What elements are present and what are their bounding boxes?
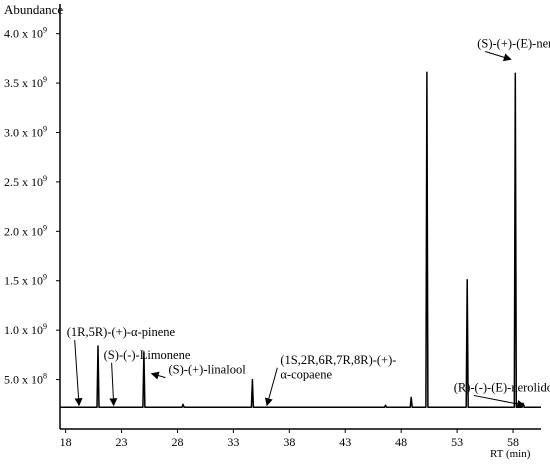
axes — [59, 4, 541, 430]
y-tick-label: 3.0 x 109 — [4, 124, 47, 139]
y-tick-label: 1.0 x 109 — [4, 322, 47, 337]
annotation-arrow — [74, 340, 83, 407]
y-tick-label: 2.0 x 109 — [4, 223, 47, 238]
annotation-arrow — [109, 362, 118, 407]
trace-line — [60, 71, 541, 409]
x-tick-label: 43 — [339, 435, 351, 449]
peak-label: (S)-(+)-linalool — [169, 363, 247, 377]
x-tick-label: 48 — [395, 435, 407, 449]
x-tick-label: 53 — [451, 435, 463, 449]
y-axis-title: Abundance — [4, 2, 63, 17]
x-tick-label: 28 — [171, 435, 183, 449]
x-tick-label: 58 — [507, 435, 519, 449]
annotation-arrow — [150, 371, 166, 380]
peak-annotations: (1R,5R)-(+)-α-pinene(S)-(-)-Limonene(S)-… — [67, 36, 550, 408]
annotation-arrow — [473, 394, 526, 408]
tick-labels: 18 23 28 33 38 43 48 53 58 5.0 x 108 1.0 x 109 1.5 … — [4, 26, 519, 449]
y-tick-label: 5.0 x 108 — [4, 372, 47, 387]
x-tick-label: 23 — [116, 435, 128, 449]
y-tick-label: 1.5 x 109 — [4, 273, 47, 288]
y-tick-label: 2.5 x 109 — [4, 174, 47, 189]
peak-label: (S)-(-)-Limonene — [104, 348, 191, 362]
peak-label: (S)-(+)-(E)-nerolidol — [477, 36, 550, 50]
x-tick-label: 33 — [227, 435, 239, 449]
peak-label: (R)-(-)-(E)-nerolidol — [454, 380, 550, 394]
y-tick-label: 3.5 x 109 — [4, 75, 47, 90]
annotation-arrow — [485, 51, 512, 62]
peak-label: (1S,2R,6R,7R,8R)-(+)- — [280, 353, 396, 367]
x-tick-label: 38 — [283, 435, 295, 449]
annotation-arrow — [264, 367, 278, 407]
peak-label: (1R,5R)-(+)-α-pinene — [67, 325, 176, 339]
chromatogram-trace — [60, 71, 541, 409]
peak-label: α-copaene — [280, 368, 332, 382]
y-tick-label: 4.0 x 109 — [4, 26, 47, 41]
x-tick-label: 18 — [60, 435, 72, 449]
x-axis-title: RT (min) — [490, 448, 531, 460]
